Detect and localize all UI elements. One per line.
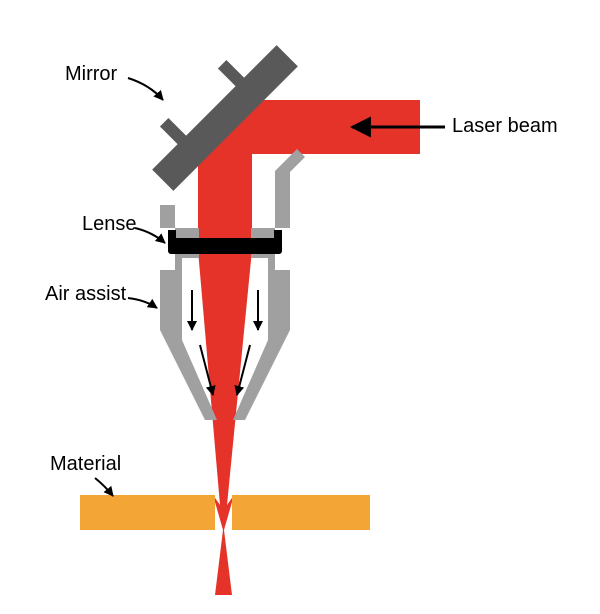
lens-label: Lense (82, 213, 137, 235)
mirror-label: Mirror (65, 63, 118, 85)
material-label: Material (50, 453, 121, 475)
air-assist-label: Air assist (45, 283, 127, 305)
laser-head-diagram: Mirror Laser beam Lense Air assist Mater… (0, 0, 600, 614)
laser-beam-label: Laser beam (452, 115, 558, 137)
